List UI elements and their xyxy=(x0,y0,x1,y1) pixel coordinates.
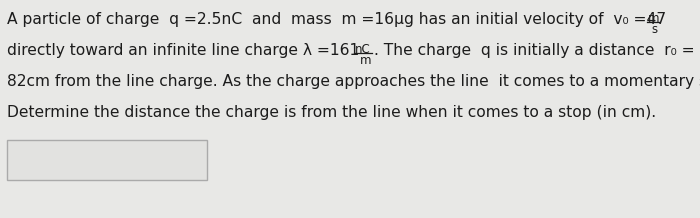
Text: A particle of charge  q =2.5nC  and  mass  m =16μg has an initial velocity of  v: A particle of charge q =2.5nC and mass m… xyxy=(7,12,666,27)
Text: m: m xyxy=(360,54,372,67)
Text: . The charge  q is initially a distance  r₀ =: . The charge q is initially a distance r… xyxy=(374,43,694,58)
Text: m: m xyxy=(648,12,659,25)
Text: Determine the distance the charge is from the line when it comes to a stop (in c: Determine the distance the charge is fro… xyxy=(7,105,656,120)
Text: s: s xyxy=(651,23,657,36)
Text: nC: nC xyxy=(355,43,371,56)
Text: 82cm from the line charge. As the charge approaches the line  it comes to a mome: 82cm from the line charge. As the charge… xyxy=(7,74,700,89)
Bar xyxy=(7,140,207,180)
Text: directly toward an infinite line charge λ =161: directly toward an infinite line charge … xyxy=(7,43,359,58)
